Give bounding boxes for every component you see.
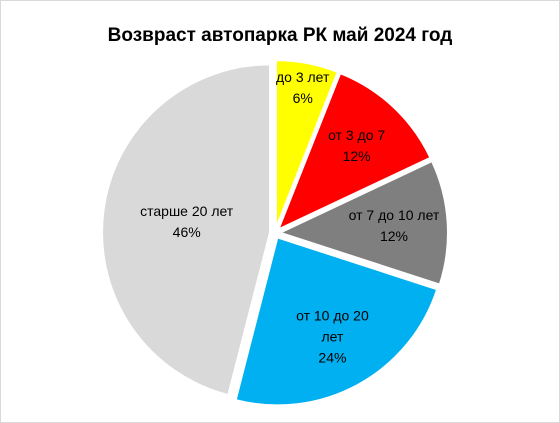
slice-category: от 10 до 20 лет <box>296 307 369 345</box>
slice-label: от 3 до 7 12% <box>309 125 405 167</box>
slice-value: 12% <box>379 227 409 244</box>
slice-value: 12% <box>342 148 371 165</box>
pie-slice <box>276 71 432 232</box>
slice-value: 6% <box>292 89 313 106</box>
slice-value: 46% <box>172 223 201 240</box>
slice-label: от 10 до 20 лет 24% <box>284 306 380 369</box>
slice-label: до 3 лет 6% <box>268 67 338 109</box>
chart-title: Возвраст автопарка РК май 2024 год <box>107 25 453 46</box>
slice-category: от 7 до 10 лет <box>348 206 440 223</box>
slice-category: до 3 лет <box>275 68 330 85</box>
pie-slice <box>234 236 439 407</box>
slice-category: старше 20 лет <box>140 202 234 219</box>
slice-label: от 7 до 10 лет 12% <box>346 205 442 247</box>
slice-category: от 3 до 7 <box>328 127 386 144</box>
pie-slice <box>274 59 340 229</box>
pie-slice <box>277 159 449 286</box>
slice-value: 24% <box>318 349 347 366</box>
pie-slice <box>101 63 272 397</box>
slice-label: старше 20 лет 46% <box>139 201 235 243</box>
